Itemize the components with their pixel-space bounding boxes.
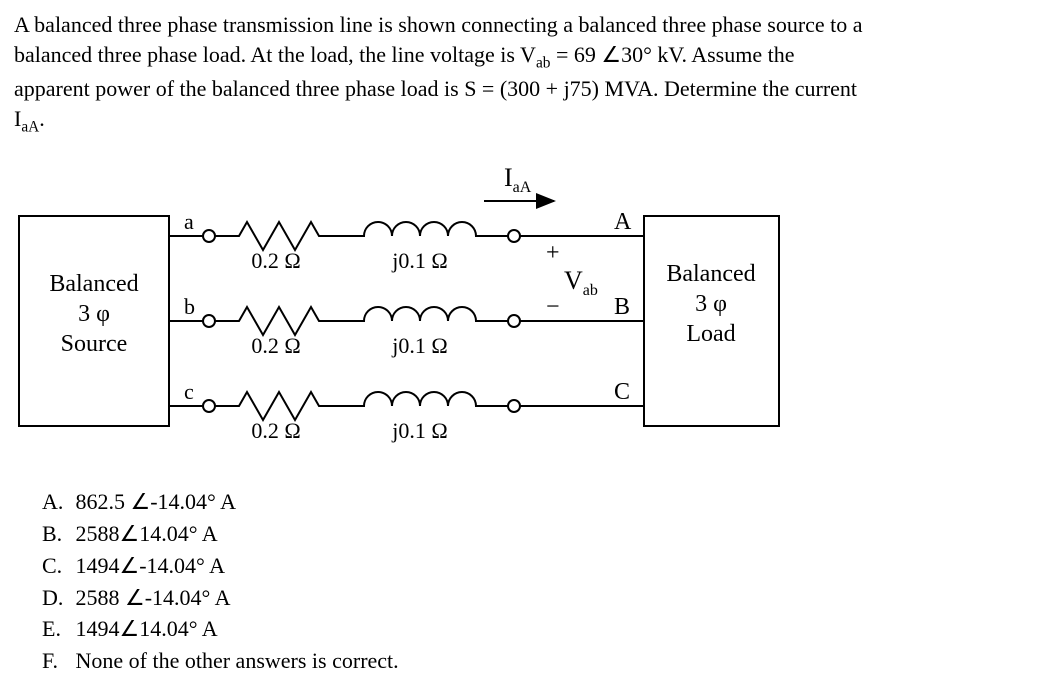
resistor-icon [215, 392, 344, 420]
inductor-label-b: j0.1 Ω [391, 333, 447, 358]
option-e: E. 1494∠14.04° A [42, 614, 1028, 644]
minus-sign: − [546, 294, 560, 320]
option-text: 1494∠-14.04° A [76, 553, 226, 578]
line-b: b 0.2 Ω j0.1 Ω B [169, 294, 644, 358]
option-letter: D. [42, 583, 70, 613]
inductor-icon [344, 307, 494, 321]
answer-options: A. 862.5 ∠-14.04° A B. 2588∠14.04° A C. … [42, 487, 1028, 675]
source-text3: Source [61, 331, 128, 357]
node-circle-icon [508, 230, 520, 242]
option-c: C. 1494∠-14.04° A [42, 551, 1028, 581]
text-line2b: = 69 ∠30° kV. Assume the [550, 42, 794, 67]
option-text: 2588 ∠-14.04° A [76, 585, 231, 610]
option-f: F. None of the other answers is correct. [42, 646, 1028, 676]
resistor-label-b: 0.2 Ω [251, 333, 300, 358]
option-text: 2588∠14.04° A [76, 521, 218, 546]
resistor-icon [215, 307, 344, 335]
inductor-label-a: j0.1 Ω [391, 248, 447, 273]
option-letter: B. [42, 519, 70, 549]
load-text3: Load [686, 321, 735, 347]
option-text: None of the other answers is correct. [76, 648, 399, 673]
option-letter: A. [42, 487, 70, 517]
node-A-label: A [614, 209, 632, 235]
node-circle-icon [203, 315, 215, 327]
load-text2: 3 φ [695, 291, 727, 317]
load-text1: Balanced [666, 261, 755, 287]
option-letter: C. [42, 551, 70, 581]
inductor-icon [344, 392, 494, 406]
line-c: c 0.2 Ω j0.1 Ω C [169, 379, 644, 443]
node-circle-icon [203, 230, 215, 242]
inductor-label-c: j0.1 Ω [391, 418, 447, 443]
option-a: A. 862.5 ∠-14.04° A [42, 487, 1028, 517]
resistor-label-a: 0.2 Ω [251, 248, 300, 273]
resistor-label-c: 0.2 Ω [251, 418, 300, 443]
option-d: D. 2588 ∠-14.04° A [42, 583, 1028, 613]
source-text2: 3 φ [78, 301, 110, 327]
text-line1: A balanced three phase transmission line… [14, 12, 863, 37]
node-circle-icon [508, 315, 520, 327]
resistor-icon [215, 222, 344, 250]
vab-label: Vab [564, 266, 598, 299]
plus-sign: + [546, 240, 560, 266]
node-a-label: a [184, 209, 194, 234]
node-B-label: B [614, 294, 630, 320]
option-letter: E. [42, 614, 70, 644]
text-line4-sub: aA [21, 118, 39, 135]
problem-statement: A balanced three phase transmission line… [14, 10, 1028, 138]
current-label: IaA [504, 163, 532, 196]
inductor-icon [344, 222, 494, 236]
text-line3: apparent power of the balanced three pha… [14, 76, 857, 101]
node-C-label: C [614, 379, 630, 405]
node-circle-icon [508, 400, 520, 412]
circuit-diagram: IaA Balanced 3 φ Source Balanced 3 φ Loa… [14, 156, 1028, 474]
node-b-label: b [184, 294, 195, 319]
text-line2a: balanced three phase load. At the load, … [14, 42, 536, 67]
node-c-label: c [184, 379, 194, 404]
text-line4b: . [39, 106, 45, 131]
option-b: B. 2588∠14.04° A [42, 519, 1028, 549]
option-letter: F. [42, 646, 70, 676]
source-text1: Balanced [49, 271, 138, 297]
text-line2-sub: ab [536, 54, 551, 71]
option-text: 862.5 ∠-14.04° A [76, 489, 237, 514]
circuit-svg: IaA Balanced 3 φ Source Balanced 3 φ Loa… [14, 156, 784, 466]
option-text: 1494∠14.04° A [76, 616, 218, 641]
node-circle-icon [203, 400, 215, 412]
line-a: a 0.2 Ω j0.1 Ω A [169, 209, 644, 273]
